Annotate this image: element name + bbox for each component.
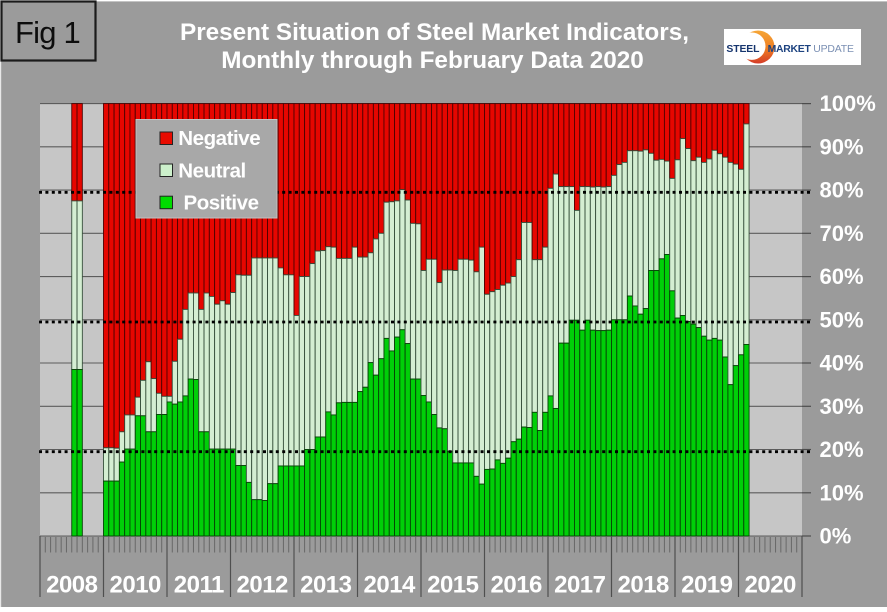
svg-text:30%: 30% bbox=[820, 394, 864, 419]
svg-text:2014: 2014 bbox=[364, 572, 417, 599]
svg-text:70%: 70% bbox=[820, 221, 864, 246]
svg-text:Negative: Negative bbox=[178, 127, 260, 150]
svg-text:2017: 2017 bbox=[554, 572, 606, 599]
svg-text:60%: 60% bbox=[820, 264, 864, 289]
svg-text:Positive: Positive bbox=[184, 192, 259, 215]
svg-text:MARKET: MARKET bbox=[768, 44, 812, 55]
svg-text:0%: 0% bbox=[820, 524, 852, 549]
svg-text:Monthly through February Data: Monthly through February Data 2020 bbox=[221, 47, 644, 74]
svg-text:2019: 2019 bbox=[681, 572, 733, 599]
svg-text:2008: 2008 bbox=[46, 572, 98, 599]
svg-text:2010: 2010 bbox=[110, 572, 162, 599]
svg-text:100%: 100% bbox=[820, 91, 876, 116]
svg-text:80%: 80% bbox=[820, 178, 864, 203]
svg-text:20%: 20% bbox=[820, 437, 864, 462]
svg-text:2012: 2012 bbox=[237, 572, 289, 599]
svg-text:90%: 90% bbox=[820, 134, 864, 159]
svg-text:2015: 2015 bbox=[427, 572, 479, 599]
svg-text:2013: 2013 bbox=[300, 572, 352, 599]
svg-text:UPDATE: UPDATE bbox=[813, 44, 854, 55]
svg-text:2016: 2016 bbox=[491, 572, 543, 599]
svg-text:STEEL: STEEL bbox=[726, 44, 760, 55]
svg-text:Present Situation of Steel Mar: Present Situation of Steel Market Indica… bbox=[180, 19, 689, 46]
svg-text:Fig 1: Fig 1 bbox=[15, 15, 80, 50]
svg-text:10%: 10% bbox=[820, 480, 864, 505]
svg-text:50%: 50% bbox=[820, 307, 864, 332]
svg-text:Neutral: Neutral bbox=[178, 159, 245, 182]
svg-text:2020: 2020 bbox=[745, 572, 797, 599]
svg-text:40%: 40% bbox=[820, 351, 864, 376]
svg-text:2011: 2011 bbox=[174, 572, 224, 599]
svg-text:2018: 2018 bbox=[618, 572, 670, 599]
